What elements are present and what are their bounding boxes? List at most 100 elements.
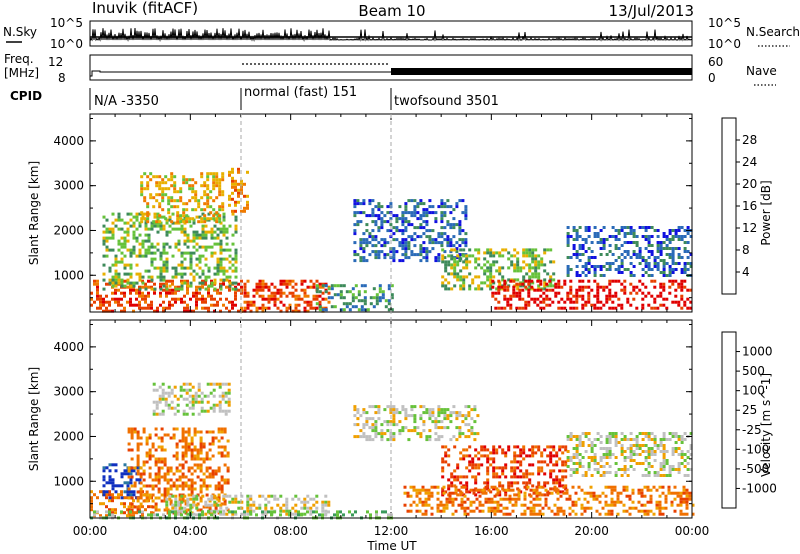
echo-cell [683, 241, 687, 244]
echo-cell [512, 291, 516, 295]
echo-cell [173, 199, 177, 203]
echo-cell [415, 503, 419, 507]
echo-cell [392, 417, 396, 421]
echo-cell [425, 435, 429, 439]
echo-cell [184, 460, 188, 464]
echo-cell [629, 432, 633, 435]
echo-cell [590, 250, 594, 253]
echo-cell [147, 233, 151, 237]
echo-cell [209, 211, 213, 215]
echo-cell [188, 400, 192, 404]
echo-cell [181, 481, 185, 485]
echo-cell [223, 481, 227, 485]
echo-cell [673, 485, 677, 489]
colorbar-tick-label: -100 [742, 442, 769, 456]
echo-cell [477, 284, 481, 288]
echo-cell [243, 206, 246, 210]
echo-cell [552, 478, 556, 482]
echo-cell [315, 500, 319, 504]
echo-cell [389, 217, 393, 221]
echo-cell [413, 426, 417, 430]
echo-cell [534, 263, 538, 267]
echo-cell [410, 199, 414, 203]
echo-cell [114, 508, 117, 512]
echo-cell [501, 266, 505, 270]
echo-cell [188, 406, 192, 410]
echo-cell [123, 263, 127, 267]
echo-cell [168, 218, 172, 222]
echo-cell [321, 297, 325, 301]
echo-cell [140, 184, 144, 188]
echo-cell [114, 484, 118, 488]
echo-cell [440, 232, 444, 236]
echo-cell [689, 444, 693, 447]
echo-cell [599, 265, 603, 268]
echo-cell [215, 181, 219, 185]
echo-cell [279, 291, 283, 295]
echo-cell [144, 508, 147, 512]
echo-cell [605, 435, 609, 438]
echo-cell [362, 411, 366, 415]
echo-cell [516, 257, 520, 261]
echo-cell [193, 433, 197, 437]
echo-cell [117, 272, 121, 276]
echo-cell [444, 490, 448, 494]
echo-cell [392, 435, 396, 439]
echo-cell [502, 488, 506, 492]
echo-cell [117, 275, 121, 279]
echo-cell [208, 448, 212, 452]
echo-cell [534, 445, 538, 449]
echo-cell [489, 248, 493, 252]
echo-cell [623, 468, 627, 471]
echo-cell [132, 251, 136, 255]
echo-cell [142, 469, 146, 473]
echo-cell [583, 491, 587, 495]
echo-cell [148, 436, 152, 440]
echo-cell [575, 453, 579, 456]
echo-cell [578, 438, 582, 441]
echo-cell [456, 275, 460, 279]
echo-cell [483, 487, 487, 491]
echo-cell [543, 278, 547, 282]
echo-cell [135, 303, 138, 307]
echo-cell [471, 463, 475, 467]
echo-cell [497, 279, 501, 283]
echo-cell [686, 474, 690, 477]
echo-cell [383, 420, 387, 424]
echo-cell [192, 245, 196, 249]
echo-cell [410, 211, 414, 215]
echo-cell [490, 497, 494, 501]
echo-cell [532, 509, 536, 513]
echo-cell [596, 285, 600, 289]
echo-cell [160, 493, 164, 497]
echo-cell [614, 244, 618, 247]
echo-cell [625, 509, 629, 513]
echo-cell [199, 469, 203, 473]
echo-cell [144, 285, 147, 289]
echo-cell [148, 475, 152, 479]
echo-cell [219, 282, 222, 286]
echo-cell [138, 224, 142, 228]
echo-cell [431, 229, 435, 233]
cpid-segment-3: twofsound 3501 [394, 94, 499, 109]
echo-cell [171, 279, 174, 283]
echo-cell [93, 279, 96, 283]
echo-cell [123, 496, 126, 500]
echo-cell [453, 272, 457, 276]
echo-cell [371, 417, 375, 421]
echo-cell [348, 290, 352, 294]
echo-cell [643, 503, 647, 507]
echo-cell [638, 226, 642, 229]
echo-cell [223, 445, 227, 449]
echo-cell [650, 244, 654, 247]
echo-cell [455, 426, 459, 430]
echo-cell [623, 456, 627, 459]
echo-cell [191, 217, 195, 221]
echo-cell [243, 209, 246, 213]
echo-cell [525, 475, 529, 479]
echo-cell [177, 512, 181, 516]
echo-cell [165, 257, 169, 261]
echo-cell [437, 405, 441, 409]
echo-cell [668, 279, 672, 283]
echo-cell [219, 245, 223, 249]
